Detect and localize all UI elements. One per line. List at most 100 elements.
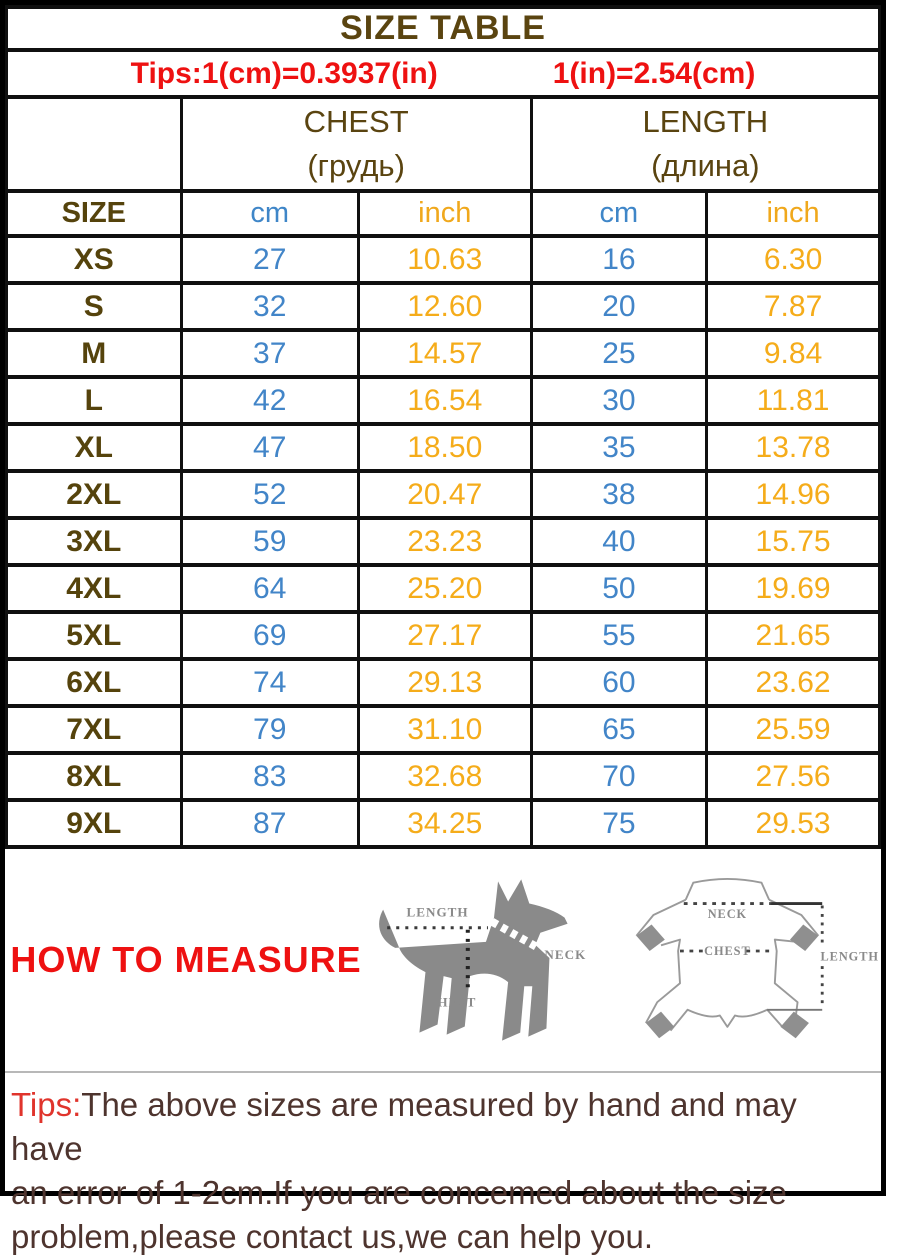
cell-chest_cm: 64 <box>179 563 360 614</box>
table-row: XL 47 18.50 35 13.78 <box>5 422 881 473</box>
table-row: 8XL 83 32.68 70 27.56 <box>5 751 881 802</box>
dog-measure-diagram: LENGTH NECK CHEST <box>379 879 586 1041</box>
cell-chest_cm: 69 <box>179 610 360 661</box>
cell-length_cm: 55 <box>529 610 709 661</box>
cell-length_cm: 16 <box>529 234 709 285</box>
cell-size: 5XL <box>5 610 183 661</box>
cell-chest_in: 14.57 <box>356 328 533 379</box>
footer-tips: Tips:The above sizes are measured by han… <box>5 1073 881 1259</box>
cell-chest_cm: 59 <box>179 516 360 567</box>
cell-size: 3XL <box>5 516 183 567</box>
garment-chest-label: CHEST <box>704 944 750 958</box>
unit-header-cm: cm <box>179 189 360 238</box>
cell-size: XL <box>5 422 183 473</box>
cell-chest_in: 12.60 <box>356 281 533 332</box>
footer-line-1: Tips:The above sizes are measured by han… <box>11 1086 797 1167</box>
table-row: 4XL 64 25.20 50 19.69 <box>5 563 881 614</box>
garment-cuffs <box>636 924 819 1039</box>
cell-length_cm: 50 <box>529 563 709 614</box>
cell-length_cm: 60 <box>529 657 709 708</box>
cell-size: L <box>5 375 183 426</box>
table-row: S 32 12.60 20 7.87 <box>5 281 881 332</box>
cell-size: 9XL <box>5 798 183 849</box>
cell-chest_cm: 52 <box>179 469 360 520</box>
cell-chest_cm: 37 <box>179 328 360 379</box>
cell-length_in: 21.65 <box>705 610 881 661</box>
cell-length_in: 9.84 <box>705 328 881 379</box>
cell-length_cm: 38 <box>529 469 709 520</box>
cell-chest_cm: 27 <box>179 234 360 285</box>
cell-chest_cm: 47 <box>179 422 360 473</box>
cell-length_cm: 35 <box>529 422 709 473</box>
cell-size: M <box>5 328 183 379</box>
cell-size: XS <box>5 234 183 285</box>
unit-header-cm: cm <box>529 189 709 238</box>
length-label-ru: (длина) <box>651 148 760 183</box>
cell-chest_in: 20.47 <box>356 469 533 520</box>
cell-size: 7XL <box>5 704 183 755</box>
column-group-length: LENGTH (длина) <box>529 95 882 193</box>
table-row: 5XL 69 27.17 55 21.65 <box>5 610 881 661</box>
cell-length_in: 19.69 <box>705 563 881 614</box>
cell-length_cm: 20 <box>529 281 709 332</box>
table-row: 3XL 59 23.23 40 15.75 <box>5 516 881 567</box>
cell-chest_in: 18.50 <box>356 422 533 473</box>
table-row: XS 27 10.63 16 6.30 <box>5 234 881 285</box>
cell-chest_in: 16.54 <box>356 375 533 426</box>
cell-chest_cm: 74 <box>179 657 360 708</box>
dog-neck-label: NECK <box>544 947 586 962</box>
unit-header-inch: inch <box>356 189 533 238</box>
cell-chest_cm: 83 <box>179 751 360 802</box>
cell-chest_in: 10.63 <box>356 234 533 285</box>
table-row: 7XL 79 31.10 65 25.59 <box>5 704 881 755</box>
cell-chest_cm: 79 <box>179 704 360 755</box>
conversion-in-to-cm: 1(in)=2.54(cm) <box>552 56 756 90</box>
chest-label: CHEST <box>303 104 409 139</box>
cell-length_in: 25.59 <box>705 704 881 755</box>
cell-chest_in: 32.68 <box>356 751 533 802</box>
length-label: LENGTH <box>642 104 769 139</box>
cell-chest_cm: 42 <box>179 375 360 426</box>
cell-chest_in: 27.17 <box>356 610 533 661</box>
cell-length_in: 27.56 <box>705 751 881 802</box>
footer-tips-label: Tips: <box>11 1086 82 1123</box>
cell-length_cm: 75 <box>529 798 709 849</box>
cell-chest_in: 29.13 <box>356 657 533 708</box>
table-row: 2XL 52 20.47 38 14.96 <box>5 469 881 520</box>
column-group-chest: CHEST (грудь) <box>179 95 533 193</box>
dog-neck-line <box>490 918 541 952</box>
cell-size: S <box>5 281 183 332</box>
cell-length_in: 14.96 <box>705 469 881 520</box>
table-row: M 37 14.57 25 9.84 <box>5 328 881 379</box>
cell-size: 2XL <box>5 469 183 520</box>
dog-length-label: LENGTH <box>407 905 469 920</box>
table-row: 9XL 87 34.25 75 29.53 <box>5 798 881 849</box>
footer-line-3: problem,please contact us,we can help yo… <box>11 1218 654 1255</box>
cell-length_in: 15.75 <box>705 516 881 567</box>
corner-empty-cell <box>5 95 183 193</box>
conversion-tips: Tips:1(cm)=0.3937(in) 1(in)=2.54(cm) <box>8 57 878 91</box>
cell-length_in: 29.53 <box>705 798 881 849</box>
garment-outline-icon <box>635 878 820 1033</box>
garment-measure-diagram: NECK CHEST LENGTH <box>635 878 879 1039</box>
cell-length_in: 7.87 <box>705 281 881 332</box>
dog-silhouette-icon <box>379 879 568 1041</box>
table-row: L 42 16.54 30 11.81 <box>5 375 881 426</box>
cell-length_in: 11.81 <box>705 375 881 426</box>
cell-chest_in: 34.25 <box>356 798 533 849</box>
cell-chest_in: 25.20 <box>356 563 533 614</box>
measure-heading: HOW TO MEASURE <box>10 939 362 980</box>
garment-length-label: LENGTH <box>821 949 879 963</box>
cell-length_in: 13.78 <box>705 422 881 473</box>
cell-length_cm: 70 <box>529 751 709 802</box>
page-title: SIZE TABLE <box>5 5 881 52</box>
cell-length_in: 6.30 <box>705 234 881 285</box>
cell-length_cm: 65 <box>529 704 709 755</box>
cell-length_cm: 40 <box>529 516 709 567</box>
cell-chest_in: 23.23 <box>356 516 533 567</box>
cell-length_cm: 30 <box>529 375 709 426</box>
footer-line-2: an error of 1-2cm.If you are concemed ab… <box>11 1174 787 1211</box>
cell-size: 4XL <box>5 563 183 614</box>
unit-header-inch: inch <box>705 189 881 238</box>
